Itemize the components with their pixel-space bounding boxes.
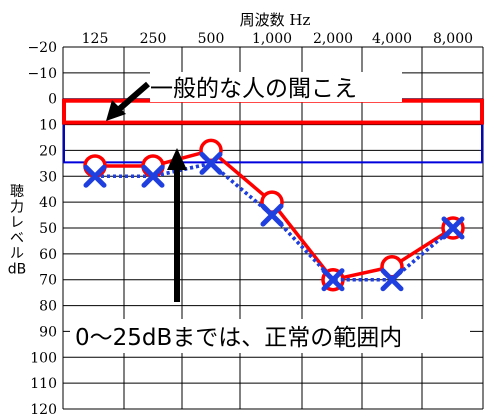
y-tick-label: 120 [30,402,57,418]
y-axis-title-char: 力 [10,200,24,216]
annotation-text: 一般的な人の聞こえ [150,76,357,102]
annotations: 一般的な人の聞こえ 0～25dBまでは、正常の範囲内 [70,72,470,353]
y-axis-title-char: レ [10,215,24,231]
cross-stroke [199,151,223,175]
cross-stroke [141,164,165,188]
y-tick-label: 0 [48,92,57,108]
y-tick-label: 40 [39,195,57,211]
point-cross [83,164,107,188]
annotation-arrow-shaft [115,81,150,114]
annotation-arrowhead [167,148,187,170]
y-tick-label: 110 [30,376,57,392]
x-tick-label: 1,000 [252,31,292,47]
point-cross [321,268,345,292]
point-cross [380,268,404,292]
y-tick-label: 70 [39,273,57,289]
band-rect [63,98,483,164]
cross-stroke [380,268,404,292]
y-axis-title-char: 聴 [10,184,24,200]
x-tick-label: 8,000 [433,31,473,47]
y-tick-label: 20 [39,143,57,159]
y-tick-label: 30 [39,169,57,185]
cross-stroke [321,268,345,292]
y-tick-label: 60 [39,247,57,263]
x-tick-label: 250 [140,31,167,47]
data-series [83,138,465,292]
normal-range-bands [62,98,484,164]
y-tick-label: −10 [27,66,57,82]
y-tick-label: 10 [39,118,57,134]
x-tick-label: 4,000 [372,31,412,47]
annotation-box [70,319,470,353]
y-axis-title-char: ル [10,246,24,262]
annotation-arrowhead [106,100,126,121]
cross-stroke [441,216,465,240]
cross-stroke [83,164,107,188]
point-cross [141,164,165,188]
y-tick-label: 80 [39,299,57,315]
x-tick-label: 125 [82,31,109,47]
x-tick-label: 2,000 [313,31,353,47]
cross-stroke [260,203,284,227]
point-cross [260,203,284,227]
annotation-box [150,72,402,102]
x-tick-labels: 125 250 500 1,000 2,000 4,000 8,000 [82,31,473,47]
x-tick-label: 500 [198,31,225,47]
x-axis-title: 周波数 Hz [240,11,311,29]
point-cross [199,151,223,175]
y-tick-label: 90 [39,324,57,340]
y-tick-label: 50 [39,221,57,237]
point-cross [441,216,465,240]
y-axis-title-char: dB [8,262,27,278]
y-tick-labels: −20 −10 0 10 20 30 40 50 60 70 80 90 100 110 120 [27,40,57,418]
y-tick-label: 100 [30,350,57,366]
annotation-text: 0～25dBまでは、正常の範囲内 [75,325,402,351]
y-tick-label: −20 [27,40,57,56]
y-axis-title-char: ベ [10,231,24,247]
